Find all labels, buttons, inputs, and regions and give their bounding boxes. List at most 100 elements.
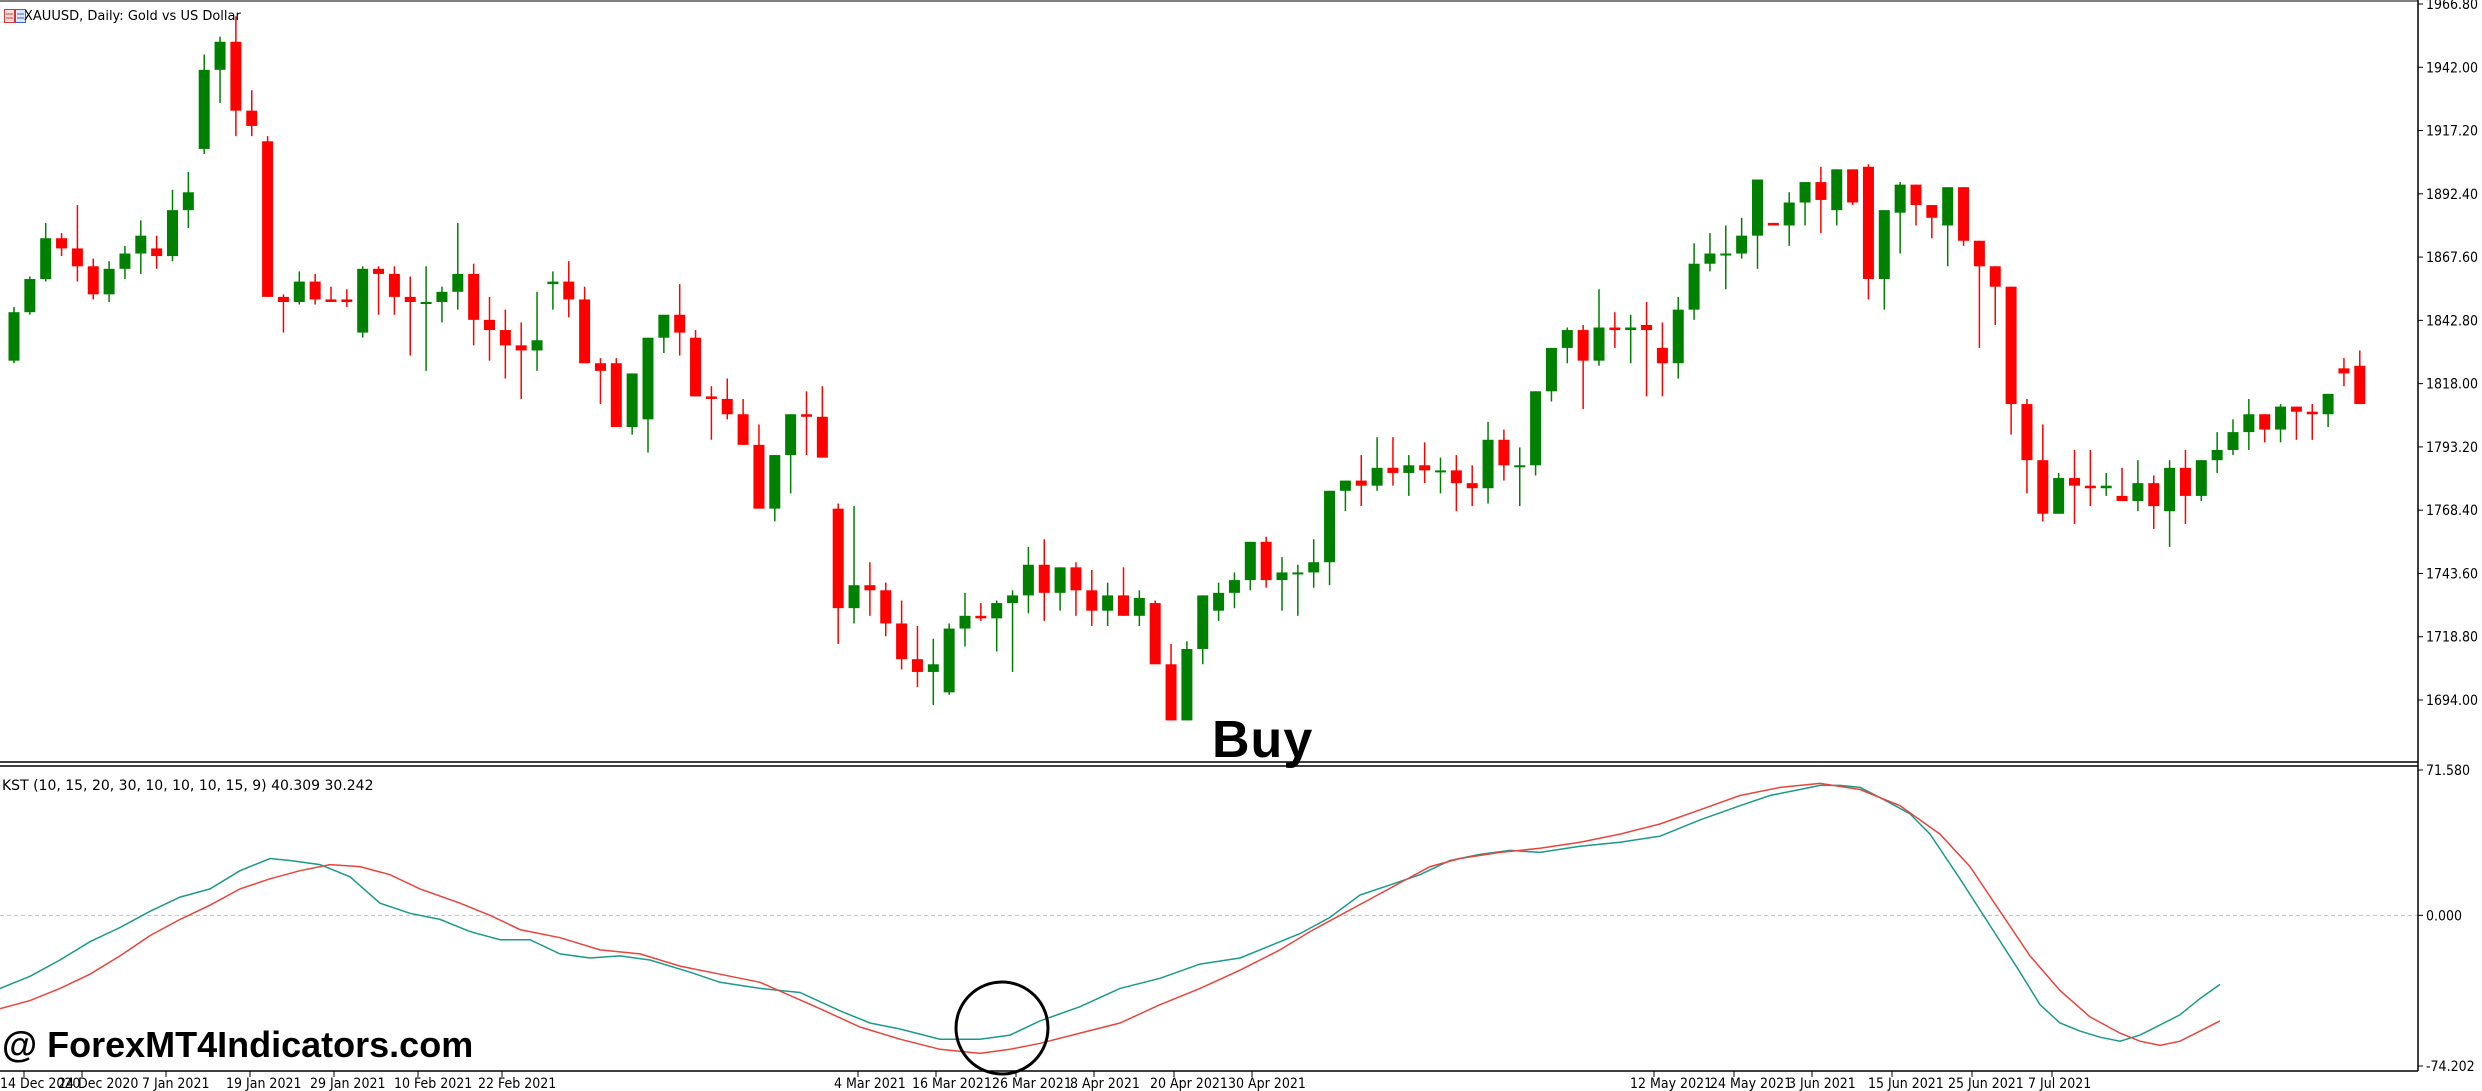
candle: [1514, 465, 1526, 468]
candle: [594, 363, 606, 371]
chart-window-icon: [4, 9, 26, 23]
candle: [1276, 572, 1288, 581]
candle: [373, 268, 385, 274]
candle: [1783, 202, 1795, 226]
candle: [991, 603, 1003, 619]
candle: [1007, 595, 1019, 604]
candle: [1022, 564, 1034, 596]
candle: [246, 110, 258, 126]
candle: [927, 664, 939, 672]
candle: [1435, 470, 1446, 473]
indicator-label: KST (10, 15, 20, 30, 10, 10, 10, 15, 9) …: [2, 778, 374, 794]
signal-line: [0, 782, 2221, 1055]
candle: [24, 279, 36, 313]
candlestick-series: [8, 16, 2366, 721]
candle: [1847, 169, 1859, 203]
candle: [737, 414, 749, 445]
price-axis-label: 1892.40: [2426, 187, 2478, 203]
candle: [785, 414, 797, 456]
candle: [832, 508, 844, 609]
candle: [341, 299, 353, 302]
candle: [214, 41, 226, 70]
candle: [1371, 467, 1383, 486]
candle: [1197, 595, 1209, 649]
candle: [1799, 182, 1811, 203]
candle: [531, 340, 543, 351]
time-axis-label: 7 Jul 2021: [2028, 1076, 2091, 1091]
time-axis-label: 10 Feb 2021: [394, 1076, 472, 1091]
time-axis-label: 8 Apr 2021: [1070, 1076, 1140, 1091]
candle: [864, 585, 876, 591]
time-axis-label: 7 Jan 2021: [142, 1076, 209, 1091]
candle: [357, 268, 369, 333]
kst-axis-label: 0.000: [2426, 908, 2462, 924]
candle: [2259, 414, 2271, 430]
candle: [1355, 480, 1367, 486]
candle: [1894, 184, 1906, 213]
time-axis-label: 29 Jan 2021: [310, 1076, 385, 1091]
candle: [911, 659, 923, 672]
price-axis-label: 1718.80: [2426, 630, 2478, 646]
candle: [1545, 347, 1557, 392]
candle: [642, 337, 654, 420]
candle: [2322, 393, 2334, 415]
candle: [2227, 432, 2239, 450]
price-axis-label: 1842.80: [2426, 313, 2478, 329]
candle: [1118, 595, 1129, 616]
candle: [1704, 253, 1716, 264]
time-axis-label: 16 Mar 2021: [912, 1076, 992, 1091]
candle: [1244, 541, 1256, 581]
candle: [2132, 483, 2144, 501]
candle: [71, 248, 83, 267]
candle: [1149, 603, 1161, 665]
candle: [1450, 470, 1462, 484]
price-axis-label: 1793.20: [2426, 440, 2478, 456]
candle: [1656, 347, 1668, 364]
kst-pane[interactable]: [0, 782, 2418, 1055]
candle: [1815, 182, 1827, 200]
candle: [293, 281, 305, 302]
time-axis-label: 24 May 2021: [1710, 1076, 1792, 1091]
candle: [801, 414, 812, 417]
candle: [563, 281, 575, 300]
candle: [2148, 483, 2160, 507]
candle: [2053, 478, 2065, 514]
candle: [1767, 222, 1779, 226]
candle: [2164, 467, 2176, 512]
price-axis-label: 1867.60: [2426, 250, 2478, 266]
candle: [816, 416, 828, 458]
price-axis-label: 1966.80: [2426, 0, 2478, 13]
candle: [230, 41, 242, 111]
candle: [1672, 309, 1684, 364]
candle: [1530, 391, 1542, 466]
candle: [880, 590, 892, 624]
candle: [436, 291, 448, 302]
candle: [626, 373, 638, 428]
candle: [943, 628, 955, 693]
candle: [674, 314, 686, 333]
candle: [388, 273, 400, 297]
candle: [2037, 460, 2049, 514]
candle: [959, 615, 971, 629]
time-axis-label: 4 Mar 2021: [834, 1076, 906, 1091]
candle: [2306, 411, 2318, 415]
candle: [1561, 330, 1573, 348]
candle: [2275, 406, 2287, 430]
kst-axis-label: -74.202: [2426, 1059, 2475, 1075]
candle: [56, 238, 68, 249]
candle: [87, 266, 99, 295]
price-axis-label: 1743.60: [2426, 566, 2478, 582]
candle: [1292, 572, 1304, 575]
candle: [182, 192, 194, 211]
candle: [1466, 483, 1478, 489]
candle: [848, 585, 860, 609]
candle: [484, 319, 495, 331]
candle: [135, 235, 147, 254]
candle: [151, 248, 163, 257]
candle: [1593, 327, 1605, 361]
candle: [8, 312, 20, 361]
candle: [2100, 485, 2112, 489]
candle: [1862, 166, 1874, 280]
